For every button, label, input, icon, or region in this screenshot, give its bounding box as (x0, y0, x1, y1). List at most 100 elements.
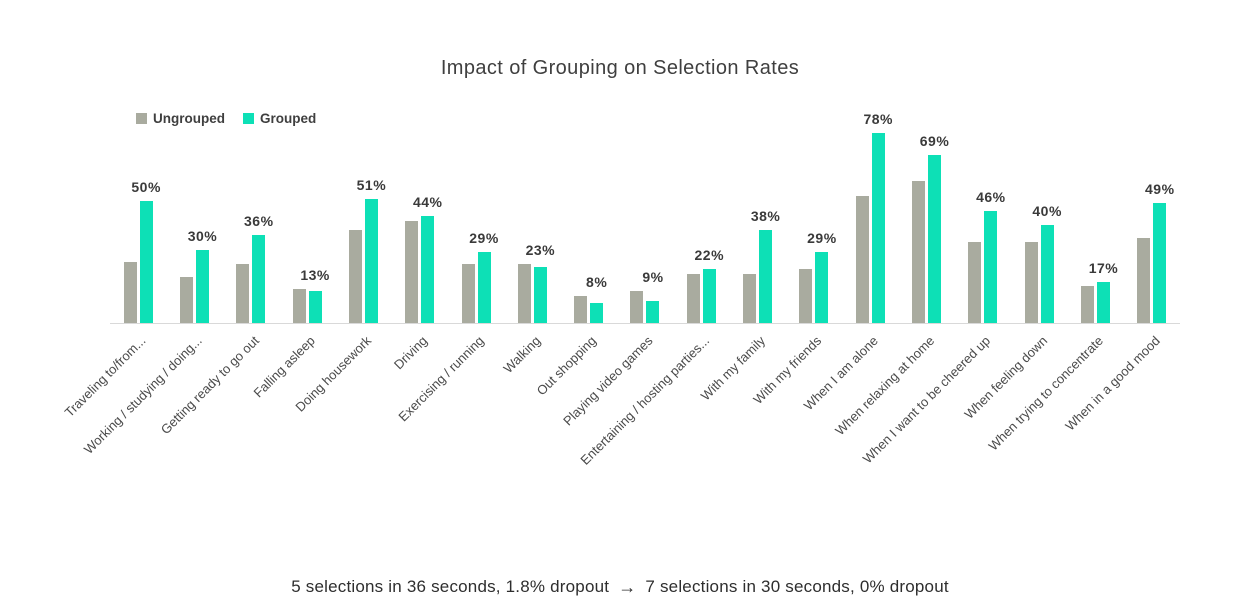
bar-pair (955, 211, 1011, 323)
value-label: 29% (807, 230, 837, 247)
ungrouped-swatch-icon (136, 113, 147, 124)
bar-grouped (477, 252, 491, 323)
bar-pair (110, 201, 166, 323)
bar-ungrouped (1080, 286, 1094, 323)
bar-ungrouped (686, 274, 700, 323)
bar-pair (786, 252, 842, 323)
value-label: 8% (586, 274, 608, 291)
value-label: 46% (976, 188, 1006, 205)
bar-group: 30% Working / studying / doing... (81, 128, 222, 457)
bar-ungrouped (461, 264, 475, 323)
value-label: 29% (469, 230, 499, 247)
bar-pair (392, 216, 448, 323)
legend-label-ungrouped: Ungrouped (153, 111, 225, 126)
grouped-swatch-icon (243, 113, 254, 124)
value-label: 30% (187, 227, 218, 244)
bar-grouped (252, 235, 266, 323)
bar-pair (166, 250, 222, 323)
bar-ungrouped (968, 242, 982, 323)
value-label: 38% (750, 208, 781, 225)
bar-grouped (590, 303, 604, 323)
legend-item-grouped: Grouped (243, 111, 316, 126)
bar-ungrouped (292, 289, 306, 323)
caption-before: 5 selections in 36 seconds, 1.8% dropout (291, 577, 610, 596)
category-label: Walking (499, 333, 543, 376)
bar-pair (729, 230, 785, 323)
value-label: 51% (356, 176, 387, 193)
legend-label-grouped: Grouped (260, 111, 317, 126)
bar-group: 49% When in a good mood (1062, 128, 1180, 433)
bar-group: 36% Getting ready to go out (157, 128, 279, 437)
bar-group: 23% Walking (500, 128, 560, 376)
bar-group: 69% When relaxing at home (832, 128, 954, 438)
bar-pair (1067, 282, 1123, 323)
category-label: Getting ready to go out (157, 333, 262, 438)
bar-ungrouped (574, 296, 588, 323)
bar-group: 17% When trying to concentrate (986, 128, 1123, 454)
bar-group: 44% Driving (391, 128, 448, 373)
bar-pair (448, 252, 504, 323)
bar-group: 51% Doing housework (292, 128, 391, 415)
bar-grouped (702, 269, 716, 323)
category-label: Working / studying / doing... (81, 333, 206, 457)
bar-group: 13% Falling asleep (250, 128, 335, 400)
caption: 5 selections in 36 seconds, 1.8% dropout… (0, 577, 1240, 598)
value-label: 44% (412, 193, 443, 210)
bar-grouped (815, 252, 829, 323)
bar-group: 78% When I am alone (801, 111, 898, 413)
bar-ungrouped (743, 274, 757, 323)
x-axis-line (110, 323, 1180, 324)
right-arrow-icon: → (618, 577, 637, 597)
value-label: 36% (244, 213, 274, 230)
bar-group: 29% Exercising / running (395, 128, 504, 424)
bar-ungrouped (855, 196, 869, 323)
value-label: 50% (131, 179, 161, 195)
bar-grouped (139, 201, 153, 323)
category-label: Driving (391, 333, 431, 373)
bar-pair (1124, 203, 1180, 323)
bar-group: 50% Traveling to/from... (62, 128, 166, 420)
bar-grouped (364, 199, 378, 323)
bar-grouped (928, 155, 942, 323)
bar-group: 22% Entertaining / hosting parties... (577, 128, 729, 467)
bar-grouped (195, 250, 209, 323)
bar-pair (223, 235, 279, 323)
bar-pair (673, 269, 729, 323)
caption-after: 7 selections in 30 seconds, 0% dropout (645, 577, 949, 596)
value-label: 23% (525, 242, 556, 259)
bar-ungrouped (123, 262, 137, 323)
category-label: When relaxing at home (831, 333, 938, 439)
bar-group: 38% With my family (698, 128, 785, 403)
category-label: When in a good mood (1061, 333, 1163, 434)
bar-grouped (1096, 282, 1110, 323)
bar-group: 40% When feeling down (961, 128, 1067, 421)
value-label: 49% (1145, 181, 1175, 198)
bar-pair (617, 291, 673, 323)
value-label: 69% (919, 132, 950, 149)
legend: Ungrouped Grouped (136, 111, 316, 126)
bar-ungrouped (1024, 242, 1038, 323)
bar-group: 46% When I want to be cheered up (860, 128, 1011, 466)
bar-ungrouped (236, 264, 250, 323)
bar-grouped (308, 291, 322, 323)
bar-pair (335, 199, 391, 323)
bar-group: 8% Out shopping (534, 128, 617, 398)
chart-title: Impact of Grouping on Selection Rates (440, 57, 800, 79)
bar-grouped (759, 230, 773, 323)
value-label: 17% (1088, 259, 1119, 276)
bar-ungrouped (799, 269, 813, 323)
bar-pair (504, 264, 560, 323)
bar-grouped (1040, 225, 1054, 323)
bar-group: 9% Playing video games (560, 128, 673, 428)
value-label: 78% (863, 110, 893, 127)
bar-ungrouped (1137, 238, 1151, 323)
bar-ungrouped (517, 264, 531, 323)
bar-pair (842, 133, 898, 323)
bar-grouped (984, 211, 998, 323)
bar-pair (1011, 225, 1067, 323)
value-label: 13% (300, 266, 330, 283)
bar-grouped (871, 133, 885, 323)
bar-grouped (1153, 203, 1167, 323)
legend-item-ungrouped: Ungrouped (136, 111, 225, 126)
